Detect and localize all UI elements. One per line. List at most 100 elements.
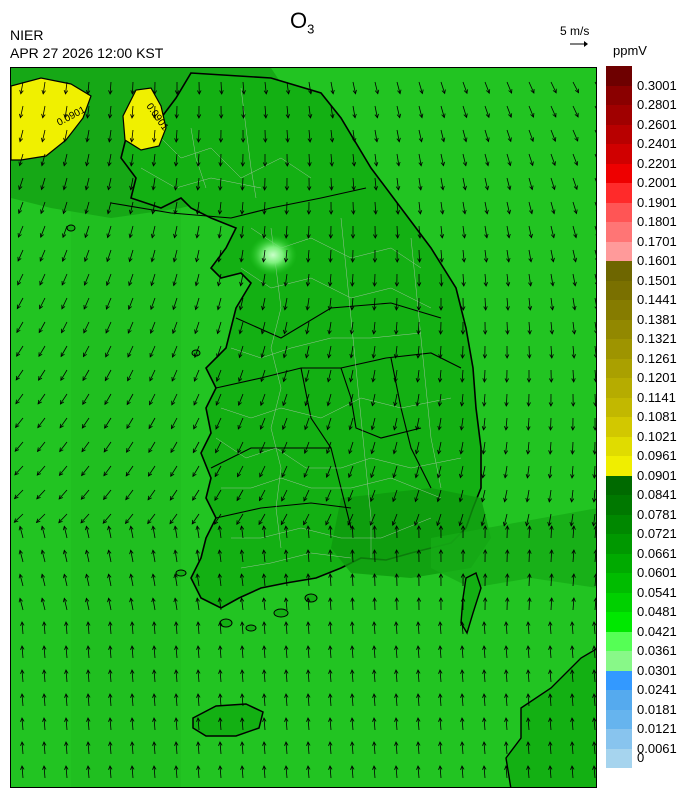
wind-vector	[395, 741, 398, 755]
wind-vector-head	[217, 549, 222, 555]
wind-vector-head	[460, 597, 466, 602]
wind-vector	[396, 153, 400, 166]
wind-vector	[194, 321, 200, 334]
wind-vector	[175, 765, 178, 779]
wind-vector-head	[152, 669, 157, 674]
wind-vector-head	[108, 669, 113, 674]
color-legend	[606, 66, 632, 768]
wind-vector	[304, 417, 310, 430]
wind-vector	[196, 201, 200, 214]
wind-vector-head	[108, 621, 113, 626]
wind-vector-head	[483, 549, 488, 554]
wind-vector-head	[108, 765, 113, 770]
wind-vector	[131, 693, 134, 707]
wind-vector	[241, 177, 244, 191]
wind-vector	[197, 177, 200, 190]
wind-vector	[308, 153, 311, 167]
wind-vector	[307, 273, 310, 286]
wind-vector	[351, 741, 354, 755]
wind-vector	[130, 177, 134, 190]
wind-vector	[86, 153, 90, 166]
wind-vector-head	[240, 717, 245, 722]
wind-vector-head	[125, 471, 130, 477]
wind-vector-head	[42, 717, 47, 722]
wind-vector-head	[239, 549, 245, 555]
wind-vector	[392, 489, 398, 502]
wind-vector	[153, 741, 156, 755]
legend-swatch	[606, 261, 632, 281]
jeju-island	[192, 703, 264, 737]
wind-vector	[126, 393, 134, 405]
wind-vector-head	[593, 378, 596, 383]
wind-vector	[528, 321, 531, 335]
wind-vector-head	[416, 597, 422, 602]
wind-vector-head	[460, 354, 465, 359]
wind-vector-head	[42, 693, 47, 698]
wind-vector	[528, 201, 533, 214]
wind-vector-head	[64, 741, 69, 746]
wind-vector-head	[306, 621, 311, 626]
wind-vector-head	[372, 306, 377, 311]
wind-vector-head	[436, 521, 441, 527]
legend-label: 0.1261	[637, 350, 677, 366]
wind-vector-head	[547, 521, 552, 527]
wind-vector-head	[174, 717, 179, 722]
wind-vector	[307, 765, 310, 779]
wind-vector-head	[306, 765, 311, 770]
wind-vector	[65, 81, 68, 94]
wind-vector	[393, 465, 398, 478]
wind-vector	[571, 669, 574, 683]
wind-vector-head	[128, 233, 133, 239]
wind-vector-head	[195, 597, 200, 603]
wind-vector	[308, 105, 311, 118]
wind-vector	[263, 574, 266, 587]
wind-vector	[18, 177, 24, 190]
wind-vector-head	[592, 717, 596, 722]
wind-vector	[570, 513, 574, 526]
wind-vector-head	[572, 257, 578, 263]
legend-label: 0.0301	[637, 662, 677, 678]
wind-vector-head	[261, 234, 267, 239]
wind-vector	[327, 417, 332, 430]
wind-vector	[550, 105, 557, 118]
wind-vector-head	[173, 233, 178, 239]
wind-vector	[108, 177, 112, 190]
legend-swatch	[606, 124, 632, 144]
wind-vector	[550, 129, 556, 142]
wind-vector	[241, 526, 244, 539]
wind-vector	[237, 417, 244, 430]
wind-vector-head	[350, 525, 355, 530]
wind-vector	[198, 129, 200, 143]
wind-vector	[307, 597, 310, 611]
wind-vector-head	[62, 161, 68, 167]
wind-vector-head	[350, 282, 355, 287]
wind-vector	[374, 201, 377, 215]
wind-vector-head	[174, 90, 180, 95]
reference-vector-arrow-icon	[570, 41, 588, 47]
wind-vector	[572, 153, 578, 166]
wind-vector	[281, 489, 288, 501]
wind-vector-head	[504, 354, 510, 359]
wind-vector	[571, 465, 574, 479]
wind-vector-head	[285, 114, 290, 119]
wind-vector-head	[172, 329, 177, 335]
legend-swatch	[606, 397, 632, 417]
wind-vector	[352, 81, 356, 94]
wind-vector	[373, 765, 376, 779]
wind-vector	[374, 177, 377, 190]
wind-vector-head	[416, 282, 422, 287]
wind-vector	[308, 225, 310, 239]
wind-vector-head	[391, 521, 396, 527]
wind-vector	[263, 598, 266, 611]
wind-vector	[418, 249, 420, 263]
wind-vector-head	[507, 185, 512, 191]
wind-vector-head	[592, 693, 596, 698]
wind-vector	[195, 297, 200, 310]
wind-vector	[549, 645, 552, 659]
wind-vector-head	[372, 669, 377, 674]
wind-vector	[219, 598, 222, 611]
wind-vector-head	[305, 329, 310, 335]
wind-vector-head	[439, 258, 444, 263]
wind-vector	[550, 297, 553, 310]
wind-vector	[21, 669, 24, 683]
